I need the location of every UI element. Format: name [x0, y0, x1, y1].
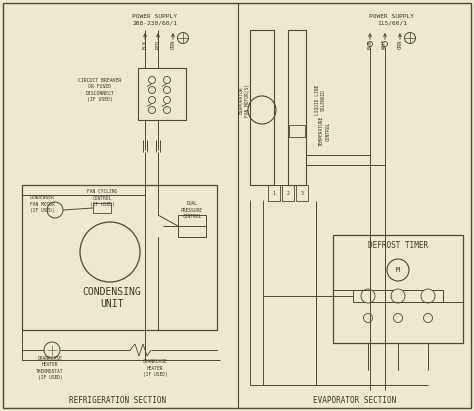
Text: DEFROST TIMER: DEFROST TIMER [368, 240, 428, 249]
Text: GRN: GRN [171, 39, 175, 48]
Text: CIRCUIT BREAKER
OR FUSED
DISCONNECT
(IF USED): CIRCUIT BREAKER OR FUSED DISCONNECT (IF … [78, 78, 121, 102]
Bar [22, 185, 217, 330]
Text: CRANKCASE
HEATER
THERMOSTAT
(IF USED): CRANKCASE HEATER THERMOSTAT (IF USED) [36, 356, 64, 380]
Text: DUAL
PRESSURE
CONTROL: DUAL PRESSURE CONTROL [181, 201, 203, 219]
Bar [178, 215, 206, 237]
Bar [289, 125, 305, 137]
Text: 1: 1 [273, 191, 275, 196]
Text: FAN CYCLING
CONTROL
(IF USED): FAN CYCLING CONTROL (IF USED) [87, 189, 117, 207]
Text: 2: 2 [287, 191, 290, 196]
Text: TEMPERATURE
CONTROL: TEMPERATURE CONTROL [319, 116, 330, 146]
Bar [353, 290, 443, 302]
Bar [333, 235, 463, 343]
Text: LIQUID LINE
SOLENOID: LIQUID LINE SOLENOID [314, 85, 326, 115]
Text: POWER SUPPLY
115/60/1: POWER SUPPLY 115/60/1 [370, 14, 414, 25]
Text: 3: 3 [301, 191, 303, 196]
Bar [268, 185, 280, 201]
Bar [138, 68, 186, 120]
Text: CONDENSING
UNIT: CONDENSING UNIT [82, 287, 141, 309]
Bar [282, 185, 294, 201]
Text: EVAPORATOR SECTION: EVAPORATOR SECTION [313, 395, 397, 404]
Text: BLK: BLK [143, 39, 147, 48]
Text: EVAPORATOR
FAN MOTOR(S): EVAPORATOR FAN MOTOR(S) [238, 83, 250, 116]
Text: GRN: GRN [398, 39, 402, 48]
Circle shape [421, 289, 435, 303]
Bar [93, 203, 111, 213]
Text: REFRIGERATION SECTION: REFRIGERATION SECTION [69, 395, 166, 404]
Circle shape [361, 289, 375, 303]
Text: RED: RED [155, 39, 161, 48]
Circle shape [391, 289, 405, 303]
Text: CRANKCASE
HEATER
(IF USED): CRANKCASE HEATER (IF USED) [143, 359, 167, 377]
Text: M: M [396, 267, 400, 273]
Text: BLK: BLK [367, 39, 373, 48]
Text: CONDENSER
FAN MOTOR
(IF USED): CONDENSER FAN MOTOR (IF USED) [29, 195, 55, 213]
Bar [250, 30, 274, 185]
Text: WHT: WHT [383, 39, 388, 48]
Bar [296, 185, 308, 201]
Bar [288, 30, 306, 185]
Text: POWER SUPPLY
208-230/60/1: POWER SUPPLY 208-230/60/1 [133, 14, 177, 25]
